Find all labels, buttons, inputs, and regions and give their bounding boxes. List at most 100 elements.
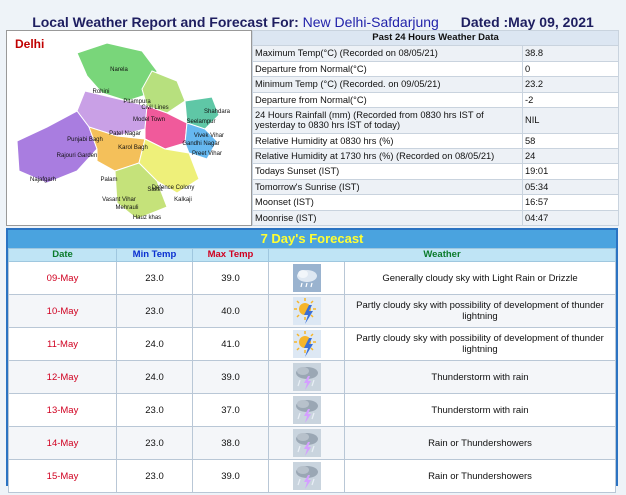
map-region-southwest xyxy=(16,110,98,184)
map-label: Model Town xyxy=(133,117,165,123)
thunderstorm-icon xyxy=(270,363,343,391)
map-label: Hauz khas xyxy=(133,215,161,221)
forecast-date: 13-May xyxy=(8,393,117,427)
past-data-label: Relative Humidity at 0830 hrs (%) xyxy=(252,132,523,150)
map-region-central xyxy=(144,105,188,150)
past-data-value: 23.2 xyxy=(521,76,620,93)
forecast-row: 09-May 23.0 39.0 Generally cloudy sky with … xyxy=(8,261,616,295)
map-label: Palam xyxy=(100,177,117,183)
map-region-east xyxy=(184,122,218,160)
forecast-date: 11-May xyxy=(8,327,117,361)
past-data-label: Departure from Normal(°C) xyxy=(252,91,523,108)
forecast-max-temp: 41.0 xyxy=(192,327,269,361)
forecast-icon-cell xyxy=(268,360,345,394)
past-data-label: Todays Sunset (IST) xyxy=(252,163,523,180)
past-data-value: 04:47 xyxy=(521,209,620,227)
past-24-title: Past 24 Hours Weather Data xyxy=(251,29,620,47)
forecast-row: 14-May 23.0 38.0 Rain or Thundershowers xyxy=(8,426,616,460)
sun-lightning-icon xyxy=(270,330,343,358)
forecast-min-temp: 24.0 xyxy=(116,360,193,394)
forecast-min-temp: 23.0 xyxy=(116,459,193,493)
forecast-icon-cell xyxy=(268,294,345,328)
map-label: Seelampur xyxy=(186,119,215,125)
col-weather-header: Weather xyxy=(268,248,616,262)
past-data-value: -2 xyxy=(521,91,620,108)
delhi-district-map: Narela Rohini Model Town Pitampura Seelampur… xyxy=(16,42,231,221)
past-data-row: Maximum Temp(°C) (Recorded on 08/05/21) 3… xyxy=(252,45,620,62)
forecast-icon-cell xyxy=(268,426,345,460)
past-data-value: 19:01 xyxy=(521,163,620,180)
past-data-label: Maximum Temp(°C) (Recorded on 08/05/21) xyxy=(252,45,523,62)
sun-lightning-icon xyxy=(270,297,343,325)
map-label: Pitampura xyxy=(123,99,151,105)
forecast-date: 14-May xyxy=(8,426,117,460)
map-label: Gandhi Nagar xyxy=(182,141,219,147)
forecast-max-temp: 40.0 xyxy=(192,294,269,328)
forecast-min-temp: 23.0 xyxy=(116,426,193,460)
delhi-map-panel: Narela Rohini Model Town Pitampura Seelampur… xyxy=(6,30,252,226)
forecast-row: 11-May 24.0 41.0 Partly cloudy sky with pos… xyxy=(8,327,616,361)
forecast-icon-cell xyxy=(268,393,345,427)
past-data-label: Tomorrow's Sunrise (IST) xyxy=(252,178,523,196)
past-data-value: NIL xyxy=(521,106,620,134)
map-label: Saket xyxy=(147,187,163,193)
thunderstorm-icon xyxy=(270,462,343,490)
thunderstorm-icon xyxy=(270,429,343,457)
cloud-rain-icon xyxy=(270,264,343,292)
forecast-weather: Partly cloudy sky with possibility of de… xyxy=(344,327,616,361)
forecast-date: 12-May xyxy=(8,360,117,394)
col-max-temp-header: Max Temp xyxy=(192,248,269,262)
forecast-row: 13-May 23.0 37.0 Thunderstorm with rain xyxy=(8,393,616,427)
forecast-weather: Thunderstorm with rain xyxy=(344,393,616,427)
map-label: Rohini xyxy=(92,89,109,95)
forecast-date: 15-May xyxy=(8,459,117,493)
past-data-label: 24 Hours Rainfall (mm) (Recorded from 08… xyxy=(252,106,523,134)
forecast-weather: Rain or Thundershowers xyxy=(344,426,616,460)
map-label: Defence Colony xyxy=(152,185,195,191)
map-label: Civil Lines xyxy=(141,105,168,111)
map-label: Kalkaji xyxy=(174,197,192,203)
map-label: Vivek Vihar xyxy=(194,133,224,139)
forecast-icon-cell xyxy=(268,459,345,493)
header-date: Dated :May 09, 2021 xyxy=(460,14,594,30)
map-label: Rajouri Garden xyxy=(57,153,98,159)
forecast-table: Date Min Temp Max Temp Weather 09-May 23.… xyxy=(8,248,616,493)
forecast-weather: Partly cloudy sky with possibility of de… xyxy=(344,294,616,328)
map-region-south xyxy=(114,162,168,220)
past-data-value: 16:57 xyxy=(521,194,620,211)
past-data-value: 05:34 xyxy=(521,178,620,196)
map-label: Najafgarh xyxy=(30,177,56,183)
map-title: Delhi xyxy=(15,37,45,51)
forecast-max-temp: 39.0 xyxy=(192,459,269,493)
forecast-min-temp: 23.0 xyxy=(116,261,193,295)
forecast-row: 12-May 24.0 39.0 Thunderstorm with rain xyxy=(8,360,616,394)
col-min-temp-header: Min Temp xyxy=(116,248,193,262)
forecast-max-temp: 39.0 xyxy=(192,360,269,394)
page-header: Local Weather Report and Forecast For: N… xyxy=(0,8,626,36)
forecast-row: 10-May 23.0 40.0 Partly cloudy sky with pos… xyxy=(8,294,616,328)
past-data-row: 24 Hours Rainfall (mm) (Recorded from 08… xyxy=(252,106,620,134)
forecast-title: 7 Day's Forecast xyxy=(8,230,616,248)
forecast-date: 10-May xyxy=(8,294,117,328)
forecast-min-temp: 23.0 xyxy=(116,393,193,427)
past-data-label: Relative Humidity at 1730 hrs (%) (Recor… xyxy=(252,147,523,165)
forecast-icon-cell xyxy=(268,327,345,361)
past-data-row: Relative Humidity at 1730 hrs (%) (Recor… xyxy=(252,147,620,165)
past-data-value: 38.8 xyxy=(521,45,620,62)
forecast-max-temp: 37.0 xyxy=(192,393,269,427)
past-data-row: Moonrise (IST) 04:47 xyxy=(252,209,620,227)
map-label: Shahdara xyxy=(204,109,231,115)
map-label: Punjabi Bagh xyxy=(67,137,103,143)
past-24-hours-table: Past 24 Hours Weather Data Maximum Temp(… xyxy=(251,29,620,227)
header-location: New Delhi-Safdarjung xyxy=(302,14,439,30)
map-label: Karol Bagh xyxy=(118,145,148,151)
forecast-weather: Thunderstorm with rain xyxy=(344,360,616,394)
map-region-northeast xyxy=(184,96,220,130)
past-data-value: 24 xyxy=(521,147,620,165)
past-data-row: Departure from Normal(°C) 0 xyxy=(252,60,620,78)
col-date-header: Date xyxy=(8,248,117,262)
past-data-row: Minimum Temp (°C) (Recorded. on 09/05/21… xyxy=(252,76,620,93)
thunderstorm-icon xyxy=(270,396,343,424)
header-title: Local Weather Report and Forecast For: xyxy=(32,14,299,30)
forecast-max-temp: 38.0 xyxy=(192,426,269,460)
